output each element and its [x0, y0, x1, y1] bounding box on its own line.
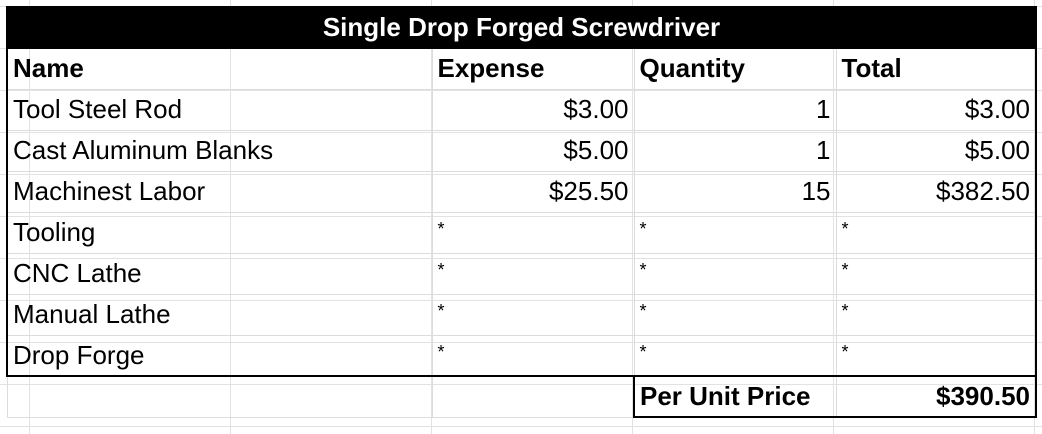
cell-expense[interactable]: $25.50 [431, 170, 635, 213]
cell-expense[interactable]: $3.00 [431, 88, 635, 131]
cell-quantity[interactable]: * [633, 211, 837, 254]
cell-name[interactable]: Drop Forge [6, 334, 433, 377]
cell-name[interactable]: Tooling [6, 211, 433, 254]
empty-cell[interactable] [431, 375, 635, 418]
cell-expense[interactable]: $5.00 [431, 129, 635, 172]
table-row: Manual Lathe * * * [6, 293, 1037, 336]
table-row: Drop Forge * * * [6, 334, 1037, 377]
cell-expense[interactable]: * [431, 293, 635, 336]
cell-name[interactable]: Cast Aluminum Blanks [6, 129, 433, 172]
cell-name[interactable]: Tool Steel Rod [6, 88, 433, 131]
cell-quantity[interactable]: * [633, 334, 837, 377]
cell-quantity[interactable]: 1 [633, 129, 837, 172]
per-unit-price-label[interactable]: Per Unit Price [633, 375, 837, 418]
cell-quantity[interactable]: 15 [633, 170, 837, 213]
header-row: Name Expense Quantity Total [6, 47, 1037, 90]
table-row: Tool Steel Rod $3.00 1 $3.00 [6, 88, 1037, 131]
cell-expense[interactable]: * [431, 252, 635, 295]
cell-total[interactable]: * [835, 211, 1037, 254]
cell-expense[interactable]: * [431, 334, 635, 377]
cell-name[interactable]: Manual Lathe [6, 293, 433, 336]
header-name[interactable]: Name [6, 47, 433, 90]
cell-expense[interactable]: * [431, 211, 635, 254]
cell-total[interactable]: * [835, 334, 1037, 377]
cell-quantity[interactable]: * [633, 293, 837, 336]
sheet-title[interactable]: Single Drop Forged Screwdriver [6, 6, 1037, 49]
cell-quantity[interactable]: 1 [633, 88, 837, 131]
summary-row: Per Unit Price $390.50 [6, 375, 1037, 418]
empty-cell[interactable] [6, 375, 433, 418]
header-quantity[interactable]: Quantity [633, 47, 837, 90]
table-row: Cast Aluminum Blanks $5.00 1 $5.00 [6, 129, 1037, 172]
cell-total[interactable]: * [835, 293, 1037, 336]
cell-quantity[interactable]: * [633, 252, 837, 295]
cell-total[interactable]: $5.00 [835, 129, 1037, 172]
cell-name[interactable]: Machinest Labor [6, 170, 433, 213]
header-total[interactable]: Total [835, 47, 1037, 90]
spreadsheet-table: Single Drop Forged Screwdriver Name Expe… [6, 6, 1037, 418]
table-row: Machinest Labor $25.50 15 $382.50 [6, 170, 1037, 213]
title-row: Single Drop Forged Screwdriver [6, 6, 1037, 49]
cell-total[interactable]: $3.00 [835, 88, 1037, 131]
table-row: Tooling * * * [6, 211, 1037, 254]
header-expense[interactable]: Expense [431, 47, 635, 90]
cell-total[interactable]: $382.50 [835, 170, 1037, 213]
cell-name[interactable]: CNC Lathe [6, 252, 433, 295]
cell-total[interactable]: * [835, 252, 1037, 295]
per-unit-price-value[interactable]: $390.50 [835, 375, 1037, 418]
table-row: CNC Lathe * * * [6, 252, 1037, 295]
